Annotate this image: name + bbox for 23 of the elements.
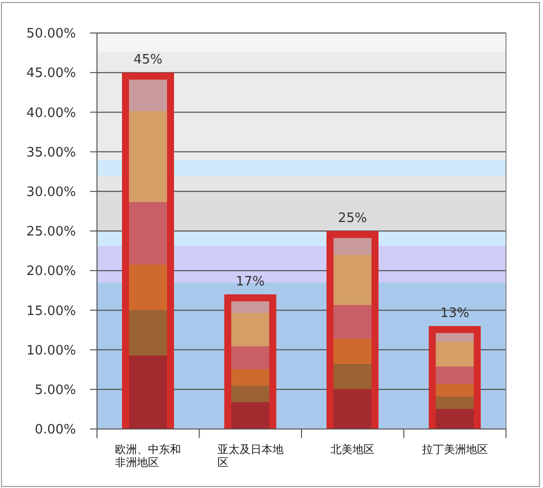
data-label: 17%	[236, 274, 265, 290]
data-label: 25%	[338, 211, 367, 226]
y-tick-label: 0.00%	[34, 422, 76, 438]
y-tick-label: 5.00%	[34, 383, 76, 398]
bar	[122, 72, 174, 429]
x-tick-label: 拉丁美洲地区	[422, 443, 488, 456]
y-tick-label: 45.00%	[26, 66, 76, 82]
bar	[224, 294, 276, 429]
y-tick-label: 50.00%	[26, 26, 76, 42]
y-tick-label: 15.00%	[26, 304, 76, 319]
bar	[326, 231, 378, 429]
y-tick-label: 30.00%	[26, 185, 76, 200]
y-tick-label: 20.00%	[26, 264, 76, 280]
x-tick-label: 亚太及日本地区	[217, 443, 284, 469]
bar	[428, 326, 481, 429]
y-tick-label: 10.00%	[26, 343, 76, 358]
y-tick-label: 25.00%	[26, 224, 76, 240]
x-tick-label: 北美地区	[330, 443, 375, 456]
x-tick-label: 欧洲、中东和非洲地区	[115, 443, 182, 469]
y-tick-label: 35.00%	[26, 145, 76, 160]
data-label: 13%	[440, 306, 470, 322]
data-label: 45%	[134, 52, 162, 68]
y-tick-label: 40.00%	[26, 106, 76, 121]
